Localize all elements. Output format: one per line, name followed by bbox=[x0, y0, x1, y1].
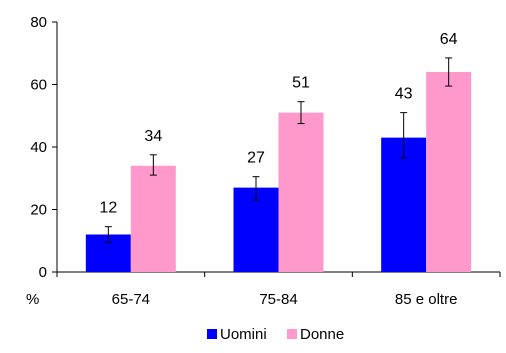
y-unit-label: % bbox=[26, 291, 39, 308]
data-label: 12 bbox=[99, 200, 117, 217]
y-tick-label: 0 bbox=[39, 264, 47, 281]
legend: Uomini Donne bbox=[207, 326, 344, 343]
legend-label: Donne bbox=[300, 326, 344, 343]
y-tick-label: 60 bbox=[30, 77, 47, 94]
legend-label: Uomini bbox=[220, 326, 267, 343]
data-label: 51 bbox=[292, 75, 310, 92]
x-tick-label: 65-74 bbox=[112, 291, 150, 308]
bar bbox=[381, 137, 427, 272]
axes: 0 20 40 60 80% 65-74 75-84 85 e oltre bbox=[26, 14, 501, 308]
data-label: 43 bbox=[395, 86, 413, 103]
bars bbox=[85, 72, 472, 272]
data-labels: 12 27 43 34 51 64 bbox=[99, 31, 457, 217]
data-label: 34 bbox=[144, 128, 162, 145]
y-tick-label: 20 bbox=[30, 202, 47, 219]
y-tick-label: 80 bbox=[30, 14, 47, 31]
data-label: 64 bbox=[440, 31, 458, 48]
x-tick-label: 85 e oltre bbox=[395, 291, 458, 308]
y-tick-label: 40 bbox=[30, 139, 47, 156]
bar bbox=[426, 72, 472, 272]
bar bbox=[233, 187, 279, 272]
x-tick-label: 75-84 bbox=[259, 291, 297, 308]
legend-swatch bbox=[207, 329, 217, 339]
bar bbox=[278, 112, 324, 272]
legend-swatch bbox=[287, 329, 297, 339]
error-bars bbox=[104, 57, 453, 243]
bar bbox=[130, 165, 176, 272]
data-label: 27 bbox=[247, 150, 265, 167]
